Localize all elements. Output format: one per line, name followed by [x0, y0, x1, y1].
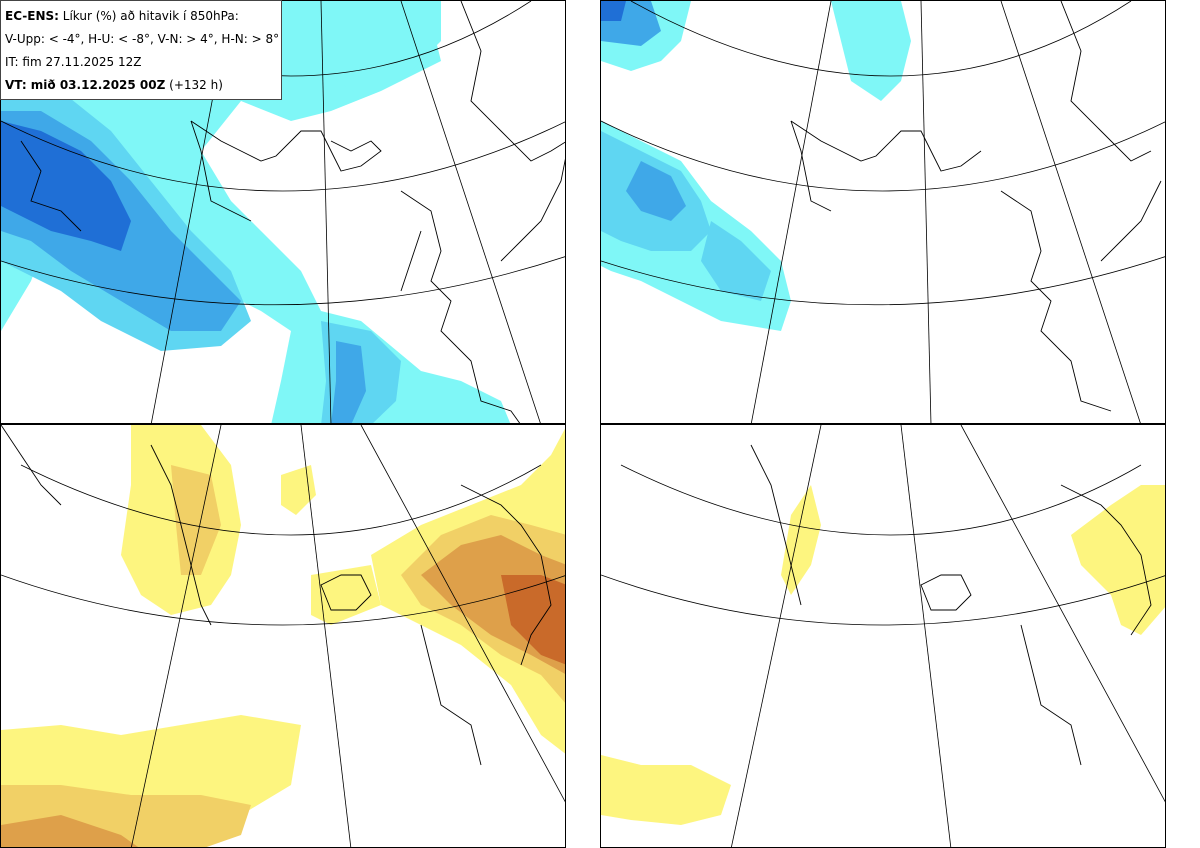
coastlines: [790, 1, 1162, 412]
info-box: EC-ENS: Líkur (%) að hitavik í 850hPa: V…: [0, 0, 282, 100]
init-time: IT: fim 27.11.2025 12Z: [5, 55, 142, 69]
lead-time: (+132 h): [165, 78, 223, 92]
graticule: [601, 1, 1165, 423]
coastlines: [20, 1, 565, 423]
model-label: EC-ENS:: [5, 9, 59, 23]
coastlines: [750, 444, 1152, 766]
coastlines: [1, 425, 552, 766]
graticule: [1, 425, 565, 847]
map-panel-warm-4: 100 95 65 35 5: [0, 424, 566, 848]
graticule: [1, 1, 565, 423]
map-panel-warm-8: 100 95 65 35 5: [600, 424, 1166, 848]
map-panel-cold-8: 100 95 65 35 5: [600, 0, 1166, 424]
thresholds-text: V-Upp: < -4°, H-U: < -8°, V-N: > 4°, H-N…: [5, 32, 280, 46]
valid-time: VT: mið 03.12.2025 00Z: [5, 78, 166, 92]
title-text: Líkur (%) að hitavik í 850hPa:: [58, 9, 239, 23]
map-panel-cold-4: 100 95 65 35 5: [0, 0, 566, 424]
graticule: [601, 425, 1165, 847]
